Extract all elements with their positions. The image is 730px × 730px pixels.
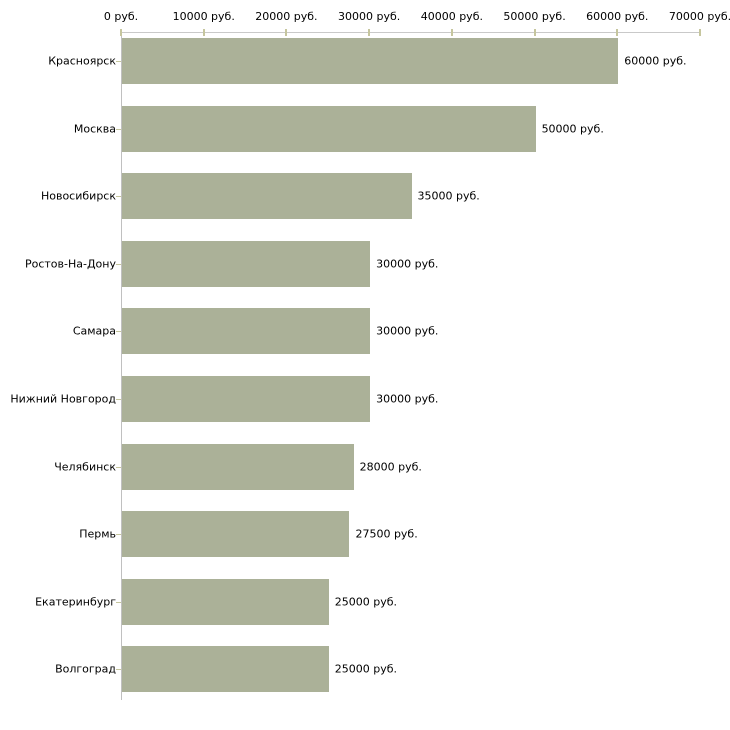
category-label: Ростов-На-Дону [24,257,116,271]
y-axis-tick-mark [116,331,121,333]
value-label: 30000 руб. [376,392,439,406]
value-label: 60000 руб. [624,54,687,68]
bar [122,646,329,693]
x-axis-tick-mark [285,29,288,36]
category-label: Екатеринбург [35,595,116,609]
x-axis-tick-mark [368,29,371,36]
y-axis-tick-mark [116,601,121,603]
plot-area [121,32,701,700]
x-axis-tick-label: 20000 руб. [255,10,318,23]
bar [122,578,329,625]
value-label: 25000 руб. [334,595,398,609]
y-axis-tick-mark [116,399,121,400]
category-label: Пермь [79,527,116,541]
y-axis-tick-mark [116,128,121,130]
x-axis-tick-label: 60000 руб. [586,10,649,23]
x-axis-tick-label: 40000 руб. [420,10,483,23]
x-axis-tick-mark [120,29,122,36]
y-axis-tick-mark [116,61,121,62]
bar [122,443,354,490]
category-label: Челябинск [54,460,116,474]
x-axis-tick-label: 30000 руб. [338,10,401,23]
value-label: 25000 руб. [334,662,398,676]
value-label: 50000 руб. [541,122,604,136]
y-axis-tick-mark [116,196,121,198]
x-axis-tick-mark [202,29,205,36]
y-axis-tick-mark [116,263,121,265]
bar [122,105,536,152]
value-label: 30000 руб. [376,257,439,271]
bar [122,38,619,84]
category-label: Москва [73,122,116,136]
value-label: 30000 руб. [376,324,439,338]
category-label: Красноярск [48,54,116,68]
bar [122,240,371,287]
x-axis-tick-label: 70000 руб. [668,10,730,23]
category-label: Самара [72,324,116,338]
bar [122,173,412,220]
bar [122,376,371,422]
x-axis-tick-label: 10000 руб. [172,10,235,23]
category-label: Нижний Новгород [10,392,116,406]
y-axis-tick-mark [116,534,121,536]
x-axis-tick-label: 0 руб. [103,10,139,23]
x-axis-tick-mark [616,29,619,36]
bar [122,511,350,558]
y-axis-tick-mark [116,669,121,671]
value-label: 35000 руб. [417,189,480,203]
x-axis-tick-mark [699,29,701,36]
category-label: Волгоград [55,662,116,676]
x-axis-tick-mark [533,29,536,36]
x-axis-tick-label: 50000 руб. [503,10,566,23]
x-axis-tick-mark [450,29,453,36]
value-label: 28000 руб. [359,460,422,474]
category-label: Новосибирск [40,189,116,203]
value-label: 27500 руб. [355,527,418,541]
y-axis-tick-mark [116,466,121,468]
bar [122,308,371,355]
